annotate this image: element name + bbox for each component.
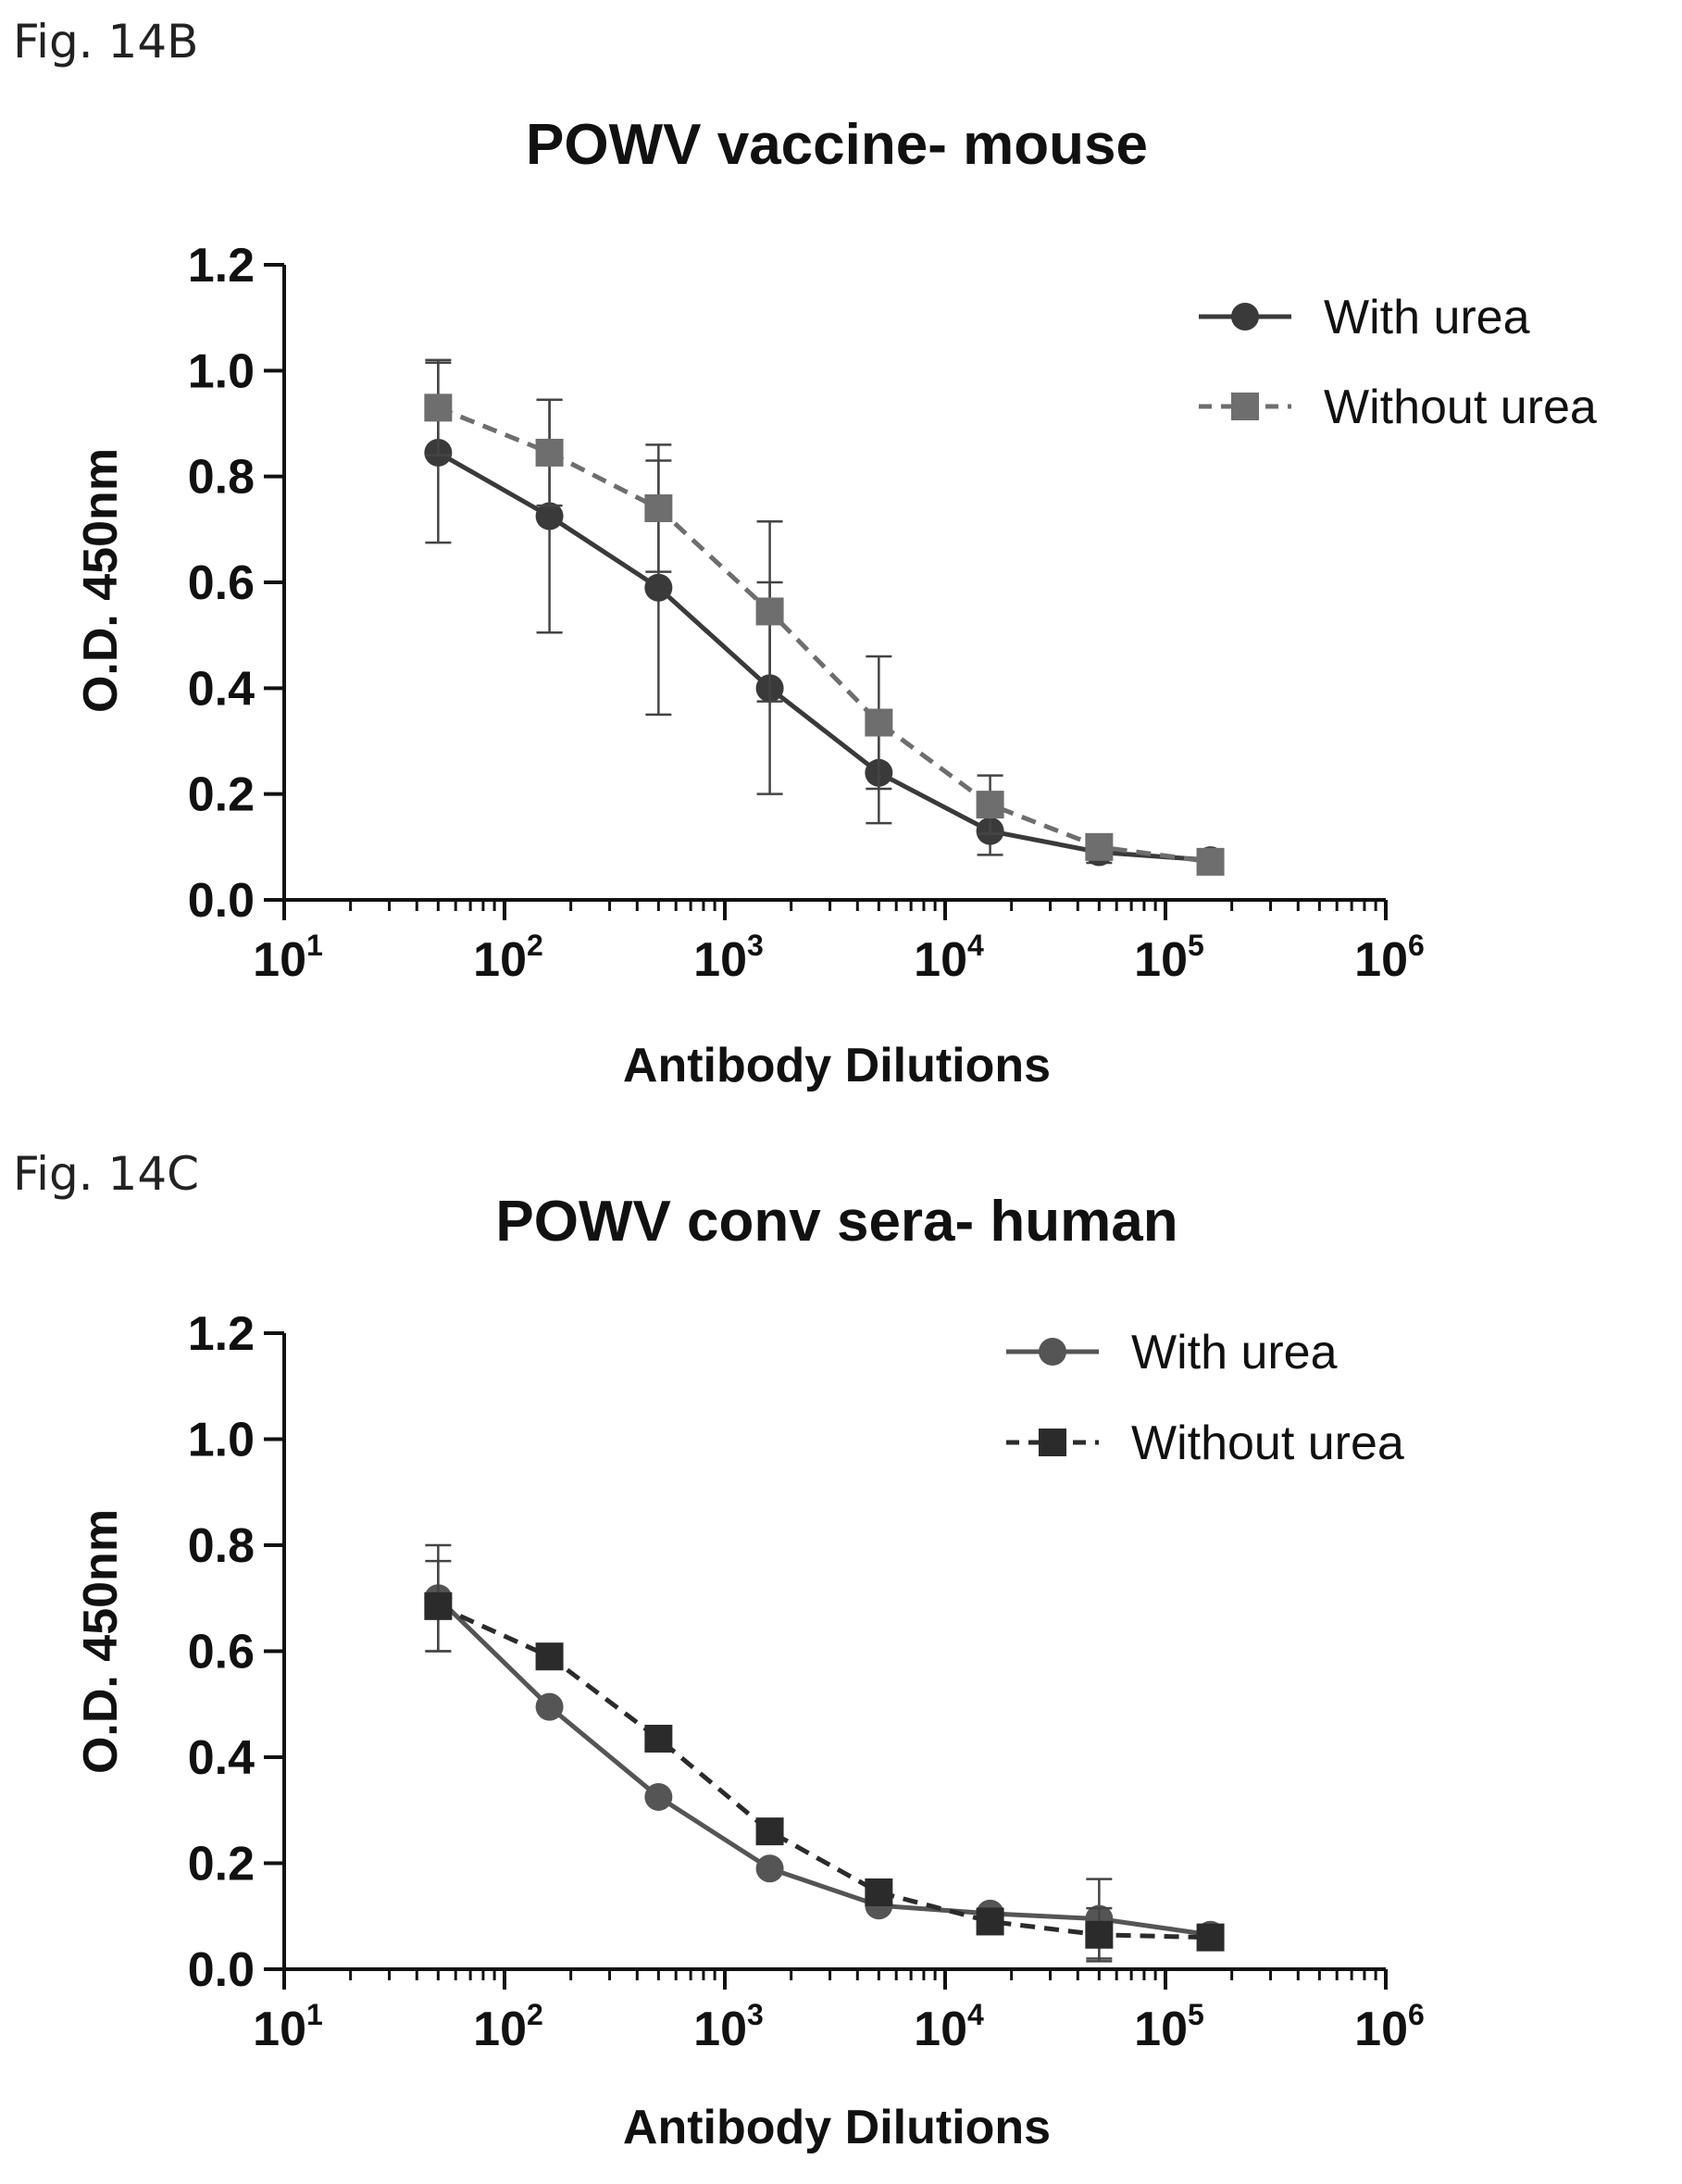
x-tick-label: 102: [473, 1998, 543, 2056]
x-axis-label: Antibody Dilutions: [623, 1039, 1051, 1092]
plot-area: 0.0 0.2 0.4 0.6 0.8 1.0 1.2 101 102 103 104 105 106: [188, 1307, 1425, 2056]
data-point: [644, 1782, 673, 1811]
y-tick-label: 1.0: [188, 1414, 255, 1467]
legend-label: With urea: [1324, 291, 1530, 344]
series-without-urea: [424, 358, 1225, 876]
y-tick-label: 0.0: [188, 874, 255, 928]
data-point: [755, 597, 784, 626]
data-point: [865, 708, 893, 737]
legend-label: Without urea: [1324, 381, 1597, 434]
series-line: [437, 450, 1211, 863]
y-tick-label: 0.8: [188, 1519, 255, 1573]
chart-panel-b: Fig. 14B POWV vaccine- mouse O.D. 450nm …: [13, 15, 1597, 1092]
y-tick-label: 1.0: [188, 344, 255, 398]
legend: With urea Without urea: [1006, 1326, 1404, 1470]
data-point: [535, 502, 564, 530]
y-axis-label: O.D. 450nm: [74, 1509, 128, 1774]
y-tick-label: 0.4: [188, 662, 255, 716]
data-point: [535, 438, 564, 467]
data-point: [535, 1692, 564, 1721]
y-tick-label: 0.2: [188, 768, 255, 822]
data-point: [1085, 832, 1114, 861]
series-line: [437, 1604, 1211, 1941]
x-tick-label: 101: [253, 929, 323, 987]
x-tick-label: 104: [914, 929, 984, 987]
series-without-urea: [424, 1559, 1225, 1963]
data-point: [976, 1907, 1004, 1936]
data-point: [755, 1854, 784, 1883]
y-tick-label: 0.6: [188, 556, 255, 610]
figure-label: Fig. 14B: [13, 15, 198, 69]
legend-label: With urea: [1131, 1326, 1338, 1379]
x-axis-label: Antibody Dilutions: [623, 2101, 1051, 2154]
data-point: [535, 1642, 564, 1671]
x-tick-label: 106: [1354, 929, 1425, 987]
data-point: [1196, 847, 1225, 876]
data-point: [644, 493, 673, 522]
x-tick-label: 103: [693, 1998, 764, 2056]
data-point: [865, 1878, 893, 1906]
x-tick-label: 105: [1134, 929, 1204, 987]
y-tick-label: 0.4: [188, 1731, 255, 1785]
y-tick-label: 0.8: [188, 451, 255, 505]
x-tick-label: 106: [1354, 1998, 1425, 2056]
y-axis-label: O.D. 450nm: [74, 448, 128, 713]
legend-marker: [1231, 303, 1259, 331]
data-point: [424, 393, 453, 422]
y-tick-label: 1.2: [188, 1307, 255, 1361]
x-tick-label: 102: [473, 929, 543, 987]
data-point: [1196, 1923, 1225, 1952]
y-tick-label: 0.6: [188, 1626, 255, 1679]
series-line: [437, 406, 1211, 865]
chart-title: POWV vaccine- mouse: [526, 113, 1148, 177]
plot-area: 0.0 0.2 0.4 0.6 0.8 1.0 1.2 101 102 103 104 105 106: [188, 239, 1425, 987]
legend-marker: [1231, 393, 1259, 420]
y-tick-label: 0.2: [188, 1838, 255, 1891]
x-tick-label: 103: [693, 929, 764, 987]
data-point: [424, 1591, 453, 1620]
data-point: [644, 1724, 673, 1753]
series-line: [436, 1596, 1211, 1938]
figure-label: Fig. 14C: [13, 1147, 199, 1201]
x-tick-label: 105: [1134, 1998, 1204, 2056]
data-point: [755, 1817, 784, 1846]
legend-marker: [1039, 1429, 1066, 1456]
legend-label: Without urea: [1131, 1416, 1404, 1470]
legend: With urea Without urea: [1199, 291, 1597, 434]
x-tick-label: 101: [253, 1998, 323, 2056]
legend-marker: [1039, 1338, 1066, 1366]
data-point: [644, 573, 673, 602]
data-point: [1085, 1920, 1114, 1949]
y-tick-label: 1.2: [188, 239, 255, 293]
chart-panel-c: Fig. 14C POWV conv sera- human O.D. 450n…: [13, 1147, 1425, 2154]
chart-title: POWV conv sera- human: [495, 1190, 1177, 1254]
y-tick-label: 0.0: [188, 1943, 255, 1997]
x-tick-label: 104: [914, 1998, 984, 2056]
data-point: [976, 791, 1004, 819]
series-with-urea: [424, 1543, 1225, 1960]
